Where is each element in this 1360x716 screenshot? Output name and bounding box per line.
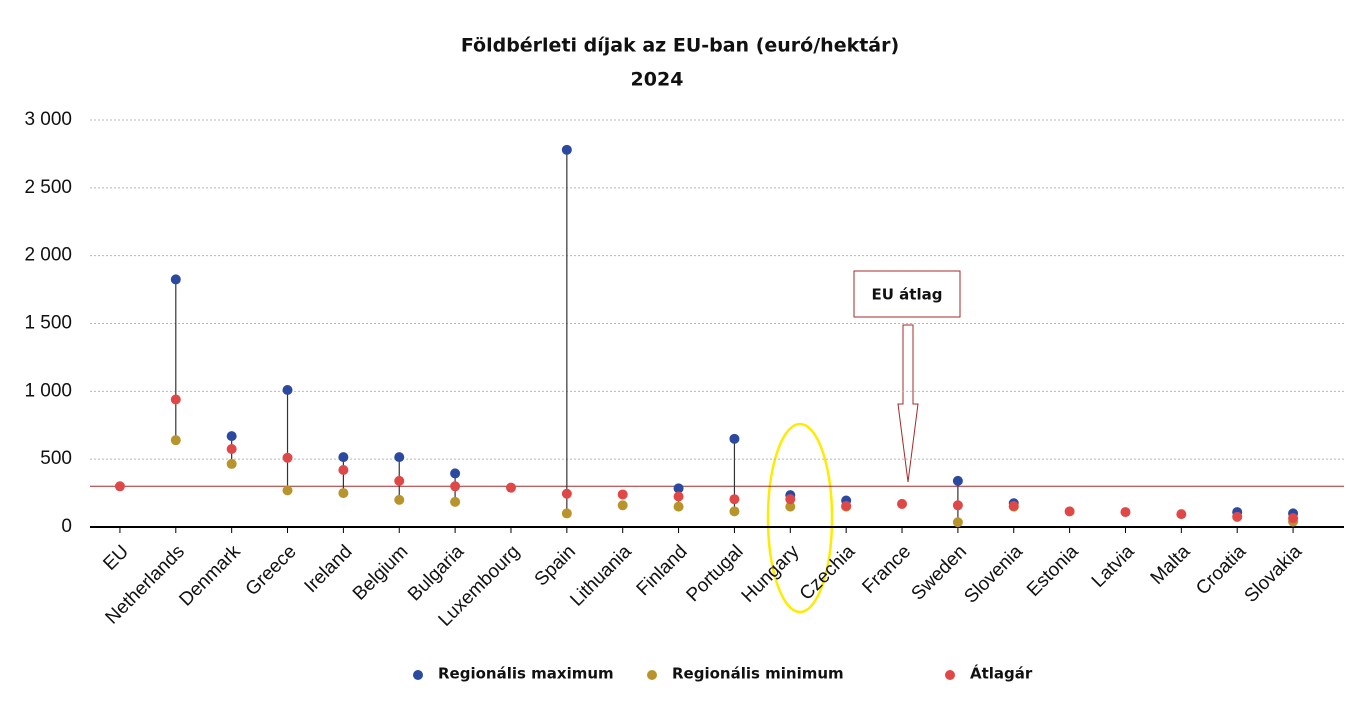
y-tick-label: 3 000 bbox=[24, 109, 72, 130]
x-tick-label: Spain bbox=[531, 541, 580, 590]
x-tick-label: Portugal bbox=[683, 541, 748, 606]
dot bbox=[1232, 511, 1243, 522]
dot bbox=[394, 475, 405, 486]
dot bbox=[785, 494, 796, 505]
y-tick-label: 500 bbox=[40, 448, 72, 469]
dot bbox=[226, 458, 237, 469]
legend-label: Regionális maximum bbox=[438, 665, 614, 683]
dot bbox=[729, 506, 740, 517]
x-tick-label: Estonia bbox=[1023, 541, 1083, 601]
chart-subtitle: 2024 bbox=[631, 69, 684, 91]
x-tick-label: Denmark bbox=[175, 541, 245, 611]
dot bbox=[226, 443, 237, 454]
dot bbox=[338, 488, 349, 499]
x-tick-label: Belgium bbox=[349, 541, 412, 604]
dot bbox=[505, 482, 516, 493]
dot bbox=[841, 500, 852, 511]
y-tick-label: 0 bbox=[61, 516, 72, 537]
dot bbox=[729, 494, 740, 505]
dot bbox=[785, 501, 796, 512]
y-tick-label: 2 500 bbox=[24, 177, 72, 198]
dot bbox=[282, 384, 293, 395]
dot bbox=[617, 500, 628, 511]
dot bbox=[170, 394, 181, 405]
dot bbox=[561, 488, 572, 499]
dot bbox=[450, 481, 461, 492]
dot bbox=[673, 483, 684, 494]
dot bbox=[394, 452, 405, 463]
dot bbox=[952, 500, 963, 511]
y-tick-label: 1 000 bbox=[24, 380, 72, 401]
legend-marker bbox=[647, 670, 657, 680]
y-tick-label: 1 500 bbox=[24, 313, 72, 334]
dot bbox=[897, 498, 908, 509]
dot bbox=[561, 508, 572, 519]
annotation-box bbox=[853, 270, 961, 318]
dot bbox=[226, 431, 237, 442]
x-tick-label: Malta bbox=[1147, 541, 1195, 589]
x-tick-label: Ireland bbox=[301, 541, 357, 597]
dot bbox=[617, 489, 628, 500]
dot bbox=[114, 481, 125, 492]
dot bbox=[450, 496, 461, 507]
y-tick-label: 2 000 bbox=[24, 245, 72, 266]
dot bbox=[338, 452, 349, 463]
dot bbox=[1288, 513, 1299, 524]
x-tick-label: Greece bbox=[242, 541, 301, 600]
dot bbox=[170, 274, 181, 285]
x-tick-label: Latvia bbox=[1088, 541, 1139, 592]
legend-marker bbox=[945, 670, 955, 680]
x-tick-label: Czechia bbox=[796, 541, 860, 605]
dot bbox=[450, 468, 461, 479]
dot bbox=[673, 501, 684, 512]
x-tick-label: Slovakia bbox=[1241, 541, 1307, 607]
dot bbox=[673, 491, 684, 502]
dot bbox=[1176, 509, 1187, 520]
highlight-ellipse bbox=[766, 422, 834, 614]
legend-label: Átlagár bbox=[970, 664, 1033, 683]
dot bbox=[338, 465, 349, 476]
legend-label: Regionális minimum bbox=[672, 665, 844, 683]
dot bbox=[729, 433, 740, 444]
x-tick-label: Lithuania bbox=[566, 541, 636, 611]
dot bbox=[282, 452, 293, 463]
dot bbox=[1008, 500, 1019, 511]
annotation: EU átlag bbox=[872, 286, 943, 304]
dot bbox=[952, 517, 963, 528]
dot bbox=[561, 144, 572, 155]
chart-title: Földbérleti díjak az EU-ban (euró/hektár… bbox=[461, 35, 899, 57]
dot bbox=[282, 485, 293, 496]
legend-marker bbox=[413, 670, 423, 680]
dot bbox=[1120, 507, 1131, 518]
dot bbox=[952, 475, 963, 486]
dot bbox=[1064, 506, 1075, 517]
annotation-arrow bbox=[897, 324, 919, 483]
x-tick-label: Slovenia bbox=[960, 541, 1027, 608]
dot bbox=[170, 435, 181, 446]
dot bbox=[394, 494, 405, 505]
x-tick-label: EU bbox=[99, 541, 133, 575]
